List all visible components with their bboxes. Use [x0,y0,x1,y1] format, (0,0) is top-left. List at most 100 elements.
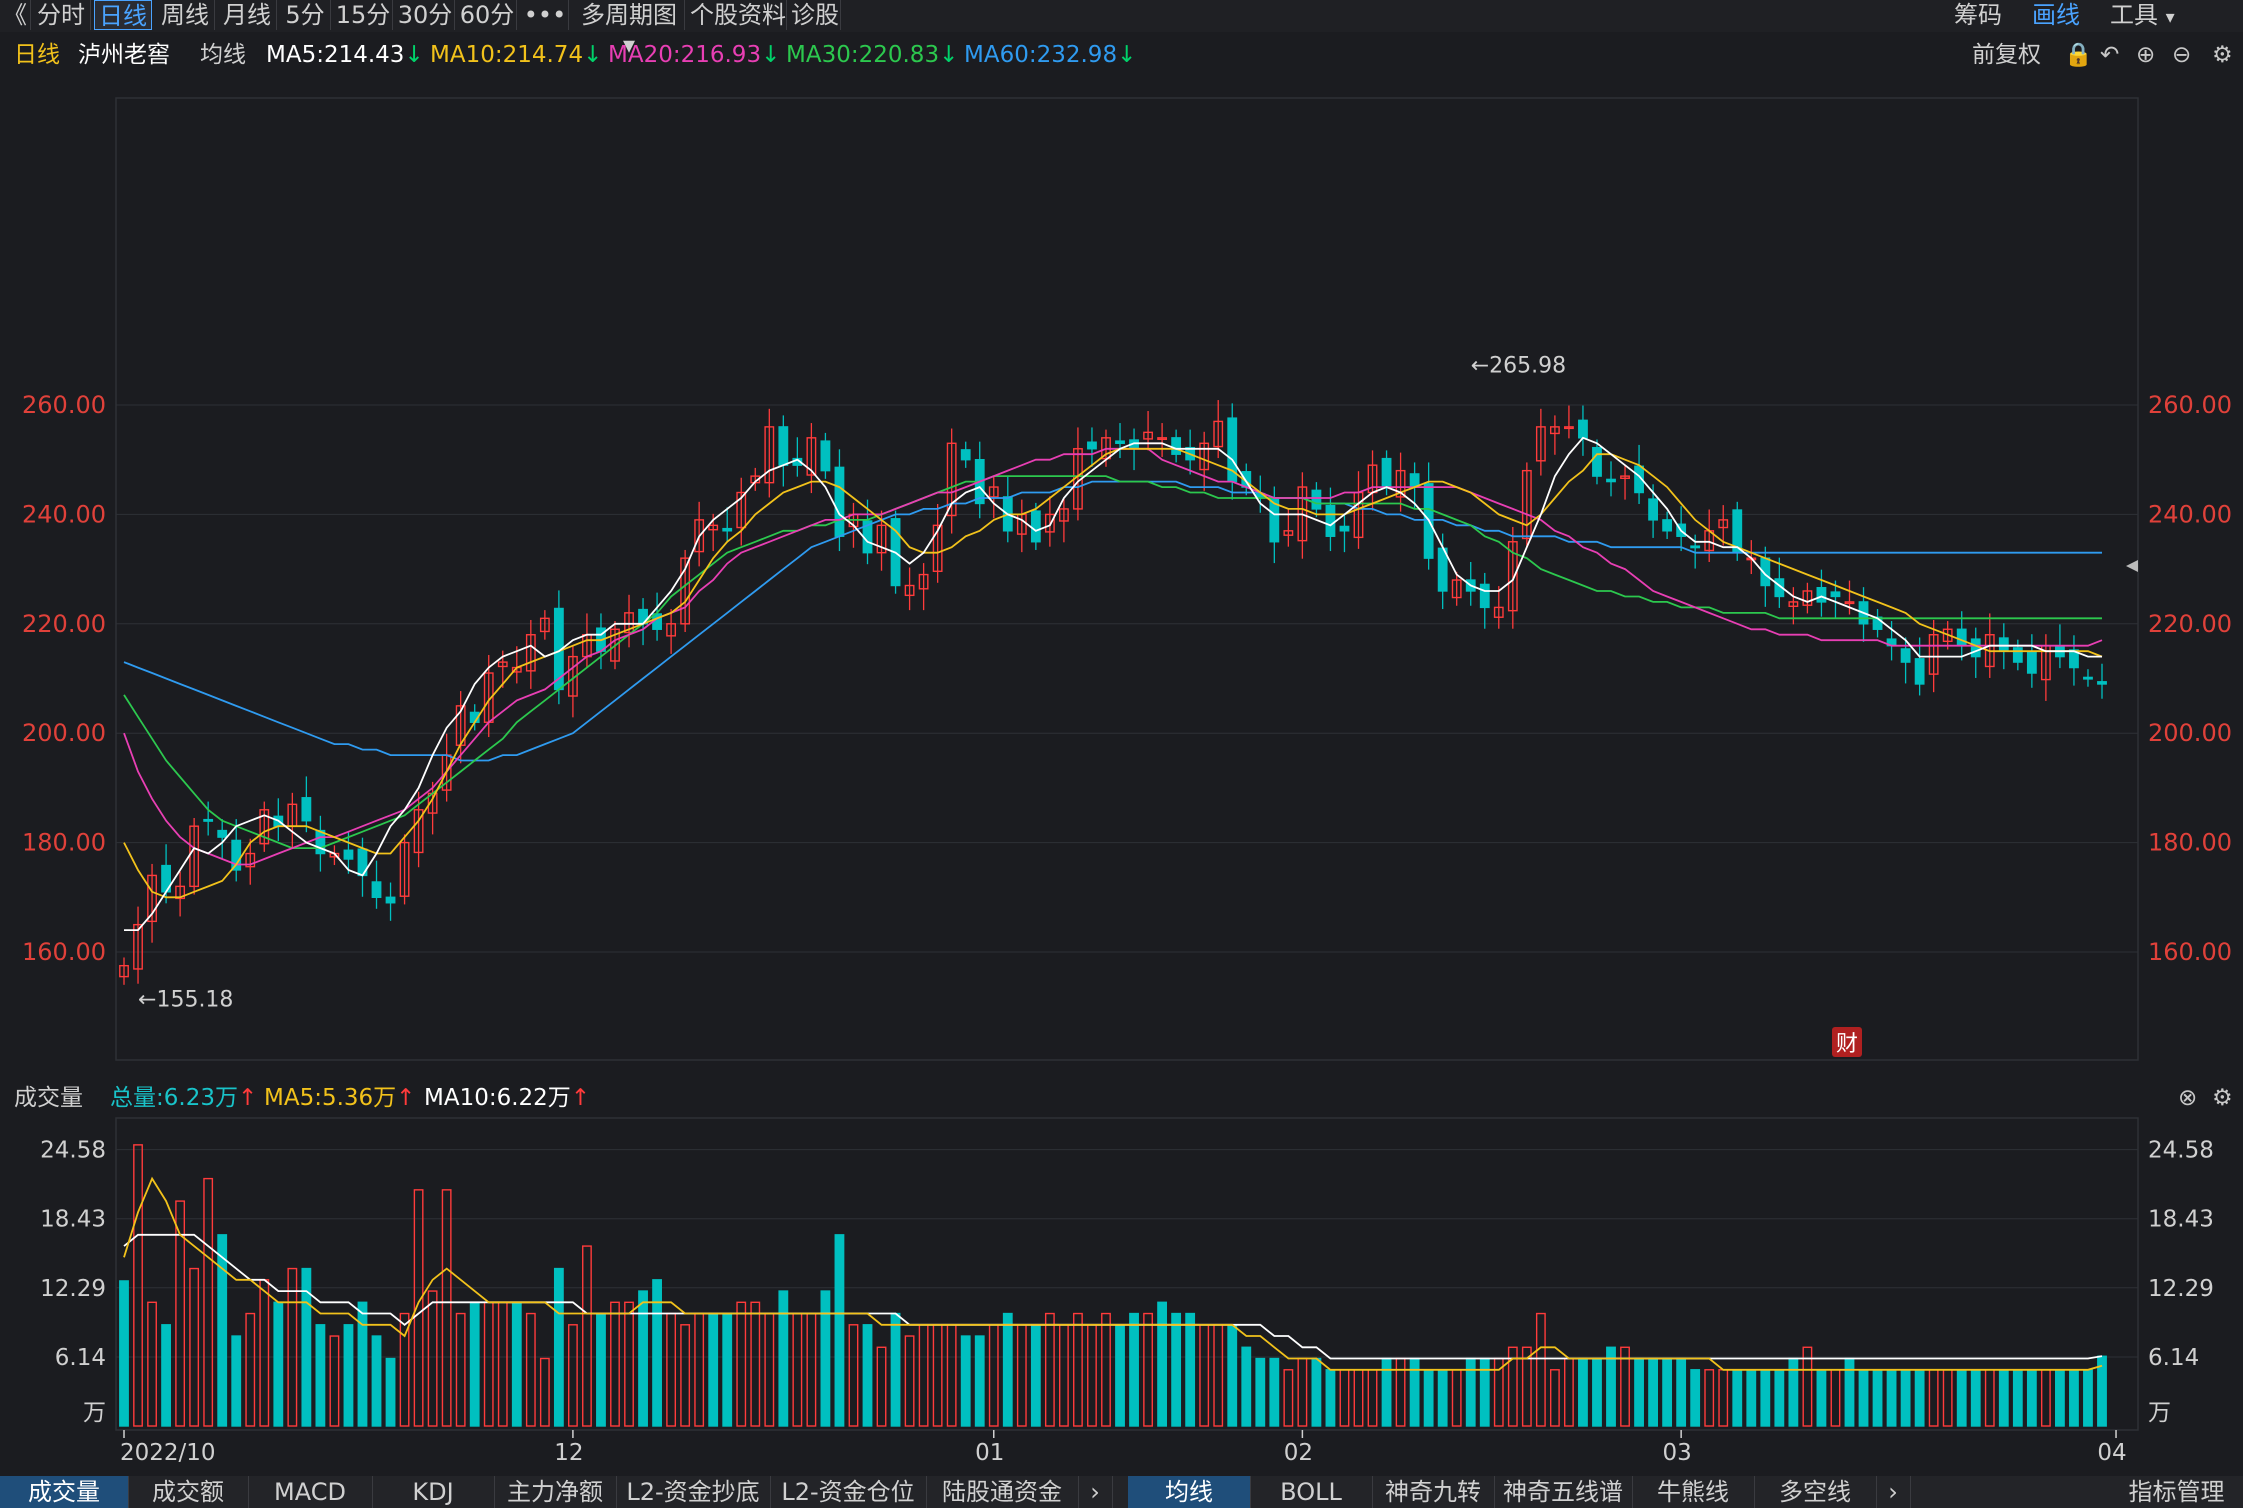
zoom-out-icon[interactable]: ⊖ [2172,42,2192,68]
tab-boll[interactable]: BOLL [1250,1476,1373,1508]
volume-bar [1129,1312,1139,1427]
tab-30min[interactable]: 30分 [396,0,455,30]
gear-icon[interactable]: ⚙ [2212,42,2233,68]
volume-bar [231,1335,242,1427]
price-chart[interactable]: 260.00 260.00 240.00 240.00 220.00 220.00 200.… [0,72,2243,1082]
candle-body [932,524,943,572]
tab-long-short[interactable]: 多空线 [1754,1476,1877,1508]
volume-bar [848,1324,859,1427]
volume-bar [1227,1324,1238,1427]
chips-button[interactable]: 筹码 [1954,1,2002,29]
more-icon[interactable]: ••• [522,0,569,30]
diagnose-button[interactable]: 诊股 [791,0,841,30]
candle-body [988,486,999,498]
candle-body [1872,616,1883,630]
volume-bar [343,1324,354,1427]
lock-icon[interactable]: 🔒 [2064,42,2093,68]
candle-body [1535,426,1546,462]
candle-body [1171,437,1182,455]
volume-bar [133,1144,143,1427]
volume-bar [1760,1369,1771,1427]
tab-turnover[interactable]: 成交额 [128,1476,249,1508]
undo-icon[interactable]: ↶ [2100,42,2120,68]
volume-bar [834,1234,845,1427]
x-tick-label: 2022/10 [120,1440,216,1466]
ma-title[interactable]: 均线 [200,42,246,68]
volume-bar [189,1267,200,1427]
candle-body [1044,513,1055,533]
tab-five-lines[interactable]: 神奇五线谱 [1494,1476,1633,1508]
candle-body [834,466,845,537]
volume-bar [1143,1312,1153,1427]
collapse-icon[interactable]: 《 [0,0,31,30]
indicator-manage-button[interactable]: 指标管理 [2128,1478,2225,1506]
volume-bar [497,1301,508,1427]
candle-body [1592,446,1602,477]
finance-badge[interactable]: 财 [1832,1027,1862,1057]
zoom-in-icon[interactable]: ⊕ [2136,42,2156,68]
tab-td9[interactable]: 神奇九转 [1372,1476,1495,1508]
candle-body [1690,545,1701,549]
volume-bar [553,1267,564,1427]
tab-volume[interactable]: 成交量 [0,1476,129,1508]
gear-icon[interactable]: ⚙ [2212,1085,2233,1111]
tab-l2-position[interactable]: L2-资金仓位 [770,1476,927,1508]
volume-bar [638,1290,648,1427]
tab-ma[interactable]: 均线 [1128,1476,1251,1508]
tab-15min[interactable]: 15分 [334,0,393,30]
tab-60min[interactable]: 60分 [458,0,517,30]
volume-bar [1816,1369,1827,1427]
candle-body [133,923,143,970]
chevron-down-icon: ▾ [2165,7,2175,28]
close-icon[interactable]: ⊗ [2178,1085,2198,1111]
indicator-tabs: 成交量 成交额 MACD KDJ 主力净额 L2-资金抄底 L2-资金仓位 陆股… [0,1476,2243,1508]
tab-bull-bear[interactable]: 牛熊线 [1632,1476,1755,1508]
adjust-label[interactable]: 前复权 [1972,42,2041,68]
candle-body [1381,457,1392,488]
tab-fenshi[interactable]: 分时 [32,0,91,30]
tools-dropdown[interactable]: 工具 ▾ [2110,0,2175,30]
multi-period-dropdown[interactable]: 多周期图 ▾ [574,0,685,59]
volume-bar [273,1301,284,1427]
candle-body [1718,519,1729,529]
price-tick-left: 240.00 [22,500,106,528]
candle-body [666,623,677,637]
candle-body [1956,628,1967,647]
tab-monthly[interactable]: 月线 [218,0,277,30]
candle-body [1521,469,1532,540]
chevron-right-icon[interactable]: › [1078,1476,1113,1508]
candle-body [1283,530,1294,536]
volume-bar [329,1335,340,1427]
volume-bar [1283,1369,1294,1427]
tab-northbound[interactable]: 陆股通资金 [926,1476,1079,1508]
draw-line-button[interactable]: 画线 [2032,1,2080,29]
candle-body [399,841,410,897]
tab-kdj[interactable]: KDJ [372,1476,495,1508]
candle-body [1914,658,1925,685]
tab-l2-bottom[interactable]: L2-资金抄底 [616,1476,771,1508]
volume-bar [1788,1357,1799,1427]
tab-main-net[interactable]: 主力净额 [494,1476,617,1508]
candle-body [343,849,354,860]
volume-bar [161,1324,171,1427]
volume-title[interactable]: 成交量 [14,1085,83,1111]
tab-5min[interactable]: 5分 [280,0,331,30]
tab-weekly[interactable]: 周线 [156,0,215,30]
volume-bar [1409,1357,1420,1427]
stock-profile-button[interactable]: 个股资料 [690,0,787,30]
candle-body [1479,583,1490,609]
candle-body [175,885,186,900]
volume-bar [245,1312,256,1427]
volume-chart[interactable]: 24.58 24.58 18.43 18.43 12.29 12.29 6.14 6.14 万 万… [0,1114,2243,1476]
ma30-value: MA30:220.83↓ [786,42,959,68]
tab-macd[interactable]: MACD [248,1476,373,1508]
volume-bar [1746,1369,1757,1427]
chevron-right-icon[interactable]: › [1876,1476,1911,1508]
volume-bar [610,1301,620,1427]
candle-body [1030,510,1041,543]
volume-bar [1928,1369,1939,1427]
tab-daily[interactable]: 日线 [94,0,152,30]
price-tick-right: 240.00 [2148,500,2232,528]
candle-body [2097,681,2107,685]
volume-bar [862,1324,873,1427]
